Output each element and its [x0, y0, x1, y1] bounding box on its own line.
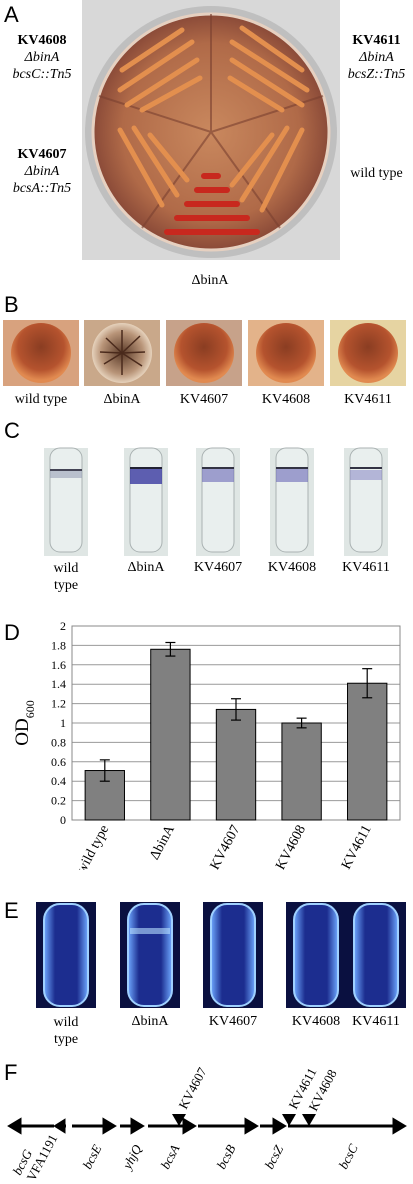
y-tick-label: 2 — [60, 619, 66, 633]
panel-a-letter: A — [4, 2, 19, 27]
gene-map: KV4607 KV4611 KV4608 bcsG VFA1191 bcsE y… — [7, 1064, 407, 1183]
x-tick-label: ΔbinA — [147, 822, 178, 862]
panel-d-letter: D — [4, 620, 20, 645]
label-wild-type: wild type — [350, 166, 403, 181]
gene-label-bcsz: bcsZ — [261, 1142, 286, 1171]
panel-c-letter: C — [4, 418, 20, 443]
c-label-3: KV4607 — [193, 560, 243, 575]
y-tick-label: 0 — [60, 813, 66, 827]
y-tick-label: 1.6 — [51, 658, 66, 672]
y-axis-label: OD600 — [12, 700, 37, 745]
label-binA: ΔbinA — [191, 273, 229, 288]
b-label-1: wild type — [14, 392, 68, 407]
bar — [281, 722, 322, 821]
petri-dish-image — [82, 0, 340, 260]
colony-images — [3, 320, 406, 386]
gene-label-bcsc: bcsC — [335, 1141, 361, 1171]
c-label-2: ΔbinA — [127, 560, 165, 575]
c-label-1: wild type — [53, 561, 79, 593]
b-label-2: ΔbinA — [103, 392, 141, 407]
fluorescence-images — [36, 902, 406, 1008]
bar — [347, 682, 388, 821]
e-label-4: KV4608 — [291, 1014, 341, 1029]
y-tick-label: 0.4 — [51, 774, 66, 788]
bar-chart: 0 0.2 0.4 0.6 0.8 1 1.2 1.4 1.6 1.8 2 OD600 wild typ… — [12, 619, 401, 870]
y-tick-label: 1 — [60, 716, 66, 730]
y-tick-label: 0.2 — [51, 794, 66, 808]
y-tick-label: 1.8 — [51, 638, 66, 652]
gene-label-bcse: bcsE — [79, 1142, 104, 1171]
b-label-3: KV4607 — [179, 392, 229, 407]
bar — [215, 708, 257, 821]
panel-e-letter: E — [4, 898, 19, 923]
e-label-5: KV4611 — [352, 1014, 400, 1029]
gene-label-bcsb: bcsB — [213, 1142, 238, 1171]
x-tick-label: KV4607 — [208, 823, 244, 870]
label-kv4611: KV4611 ΔbinA bcsZ::Tn5 — [347, 33, 406, 82]
e-label-1: wild type — [53, 1015, 79, 1047]
panel-b-letter: B — [4, 292, 19, 317]
e-label-2: ΔbinA — [131, 1014, 169, 1029]
gene-label-yhjq: yhjQ — [118, 1142, 144, 1174]
label-kv4608: KV4608 ΔbinA bcsC::Tn5 — [12, 33, 72, 82]
x-tick-label: KV4608 — [273, 823, 309, 870]
tube-images — [44, 447, 388, 556]
e-label-3: KV4607 — [208, 1014, 258, 1029]
y-tick-label: 1.2 — [51, 697, 66, 711]
x-tick-label: KV4611 — [339, 823, 375, 870]
panel-f-letter: F — [4, 1060, 18, 1085]
y-tick-label: 0.8 — [51, 735, 66, 749]
insertion-label-kv4607: KV4607 — [175, 1064, 210, 1111]
gene-label-bcsa: bcsA — [157, 1142, 182, 1171]
c-label-5: KV4611 — [342, 560, 390, 575]
label-kv4607: KV4607 ΔbinA bcsA::Tn5 — [12, 147, 72, 196]
b-label-5: KV4611 — [344, 392, 392, 407]
y-tick-label: 1.4 — [51, 677, 66, 691]
bar — [150, 648, 191, 821]
x-tick-label: wild type — [74, 823, 112, 870]
y-tick-label: 0.6 — [51, 755, 66, 769]
b-label-4: KV4608 — [261, 392, 311, 407]
insertion-markers — [172, 1114, 316, 1126]
c-label-4: KV4608 — [267, 560, 317, 575]
